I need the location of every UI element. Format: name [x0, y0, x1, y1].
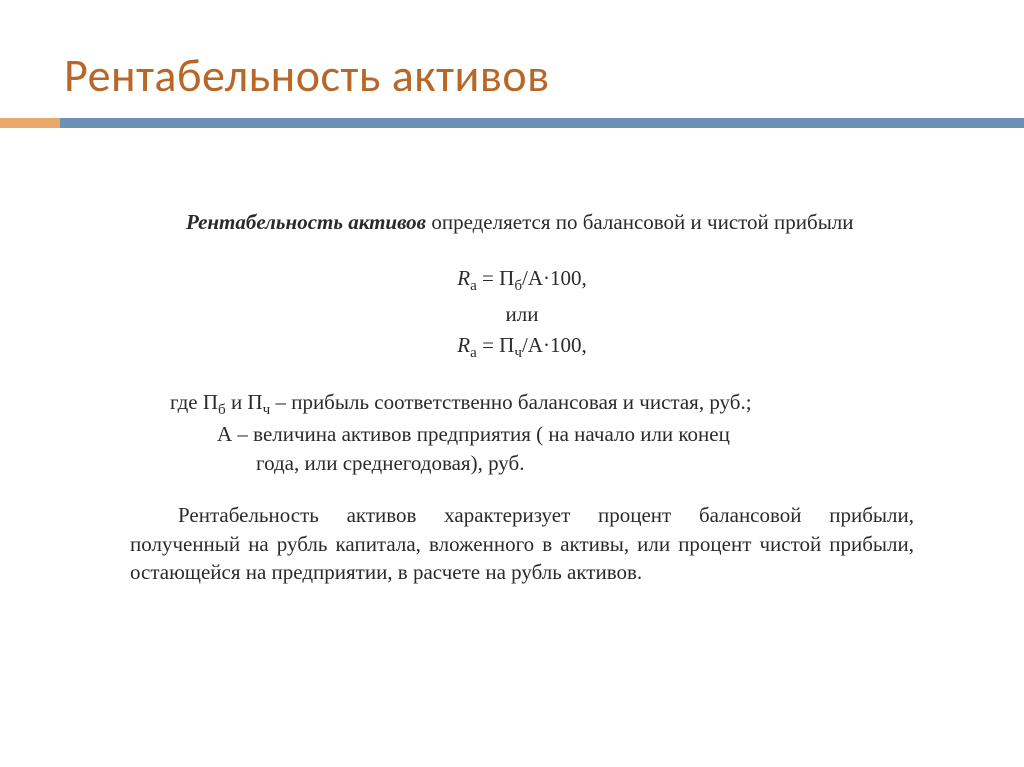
accent-bar	[0, 118, 1024, 128]
def-line-3: года, или среднегодовая), руб.	[130, 449, 914, 477]
def-line-2: А – величина активов предприятия ( на на…	[130, 420, 914, 448]
slide-title: Рентабельность активов	[0, 48, 1024, 104]
intro-lead: Рентабельность активов	[130, 210, 426, 234]
formula-block: Rа = Пб/А·100, или Rа = Пч/А·100,	[130, 264, 914, 364]
intro-paragraph: Рентабельность активов определяется по б…	[130, 208, 914, 236]
accent-orange	[0, 118, 60, 128]
def-line-1: где Пб и Пч – прибыль соответственно бал…	[130, 388, 914, 421]
content: Рентабельность активов определяется по б…	[0, 208, 1024, 586]
formula-2: Rа = Пч/А·100,	[130, 331, 914, 364]
intro-rest: определяется по балансовой и чистой приб…	[426, 210, 853, 234]
formula-1: Rа = Пб/А·100,	[130, 264, 914, 297]
slide: Рентабельность активов Рентабельность ак…	[0, 0, 1024, 767]
description-text: Рентабельность активов характеризует про…	[130, 503, 914, 584]
formula-or: или	[130, 300, 914, 328]
definitions: где Пб и Пч – прибыль соответственно бал…	[130, 388, 914, 477]
accent-blue	[60, 118, 1024, 128]
description-paragraph: Рентабельность активов характеризует про…	[130, 501, 914, 586]
